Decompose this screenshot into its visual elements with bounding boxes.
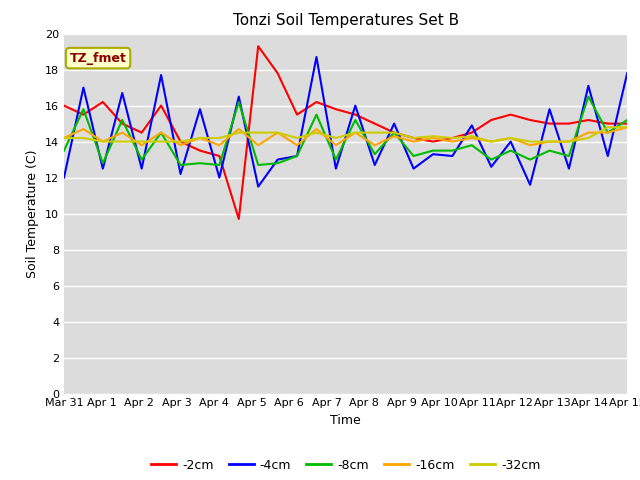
Title: Tonzi Soil Temperatures Set B: Tonzi Soil Temperatures Set B	[232, 13, 459, 28]
Y-axis label: Soil Temperature (C): Soil Temperature (C)	[26, 149, 40, 278]
X-axis label: Time: Time	[330, 414, 361, 427]
Text: TZ_fmet: TZ_fmet	[70, 51, 127, 65]
Legend: -2cm, -4cm, -8cm, -16cm, -32cm: -2cm, -4cm, -8cm, -16cm, -32cm	[146, 454, 545, 477]
